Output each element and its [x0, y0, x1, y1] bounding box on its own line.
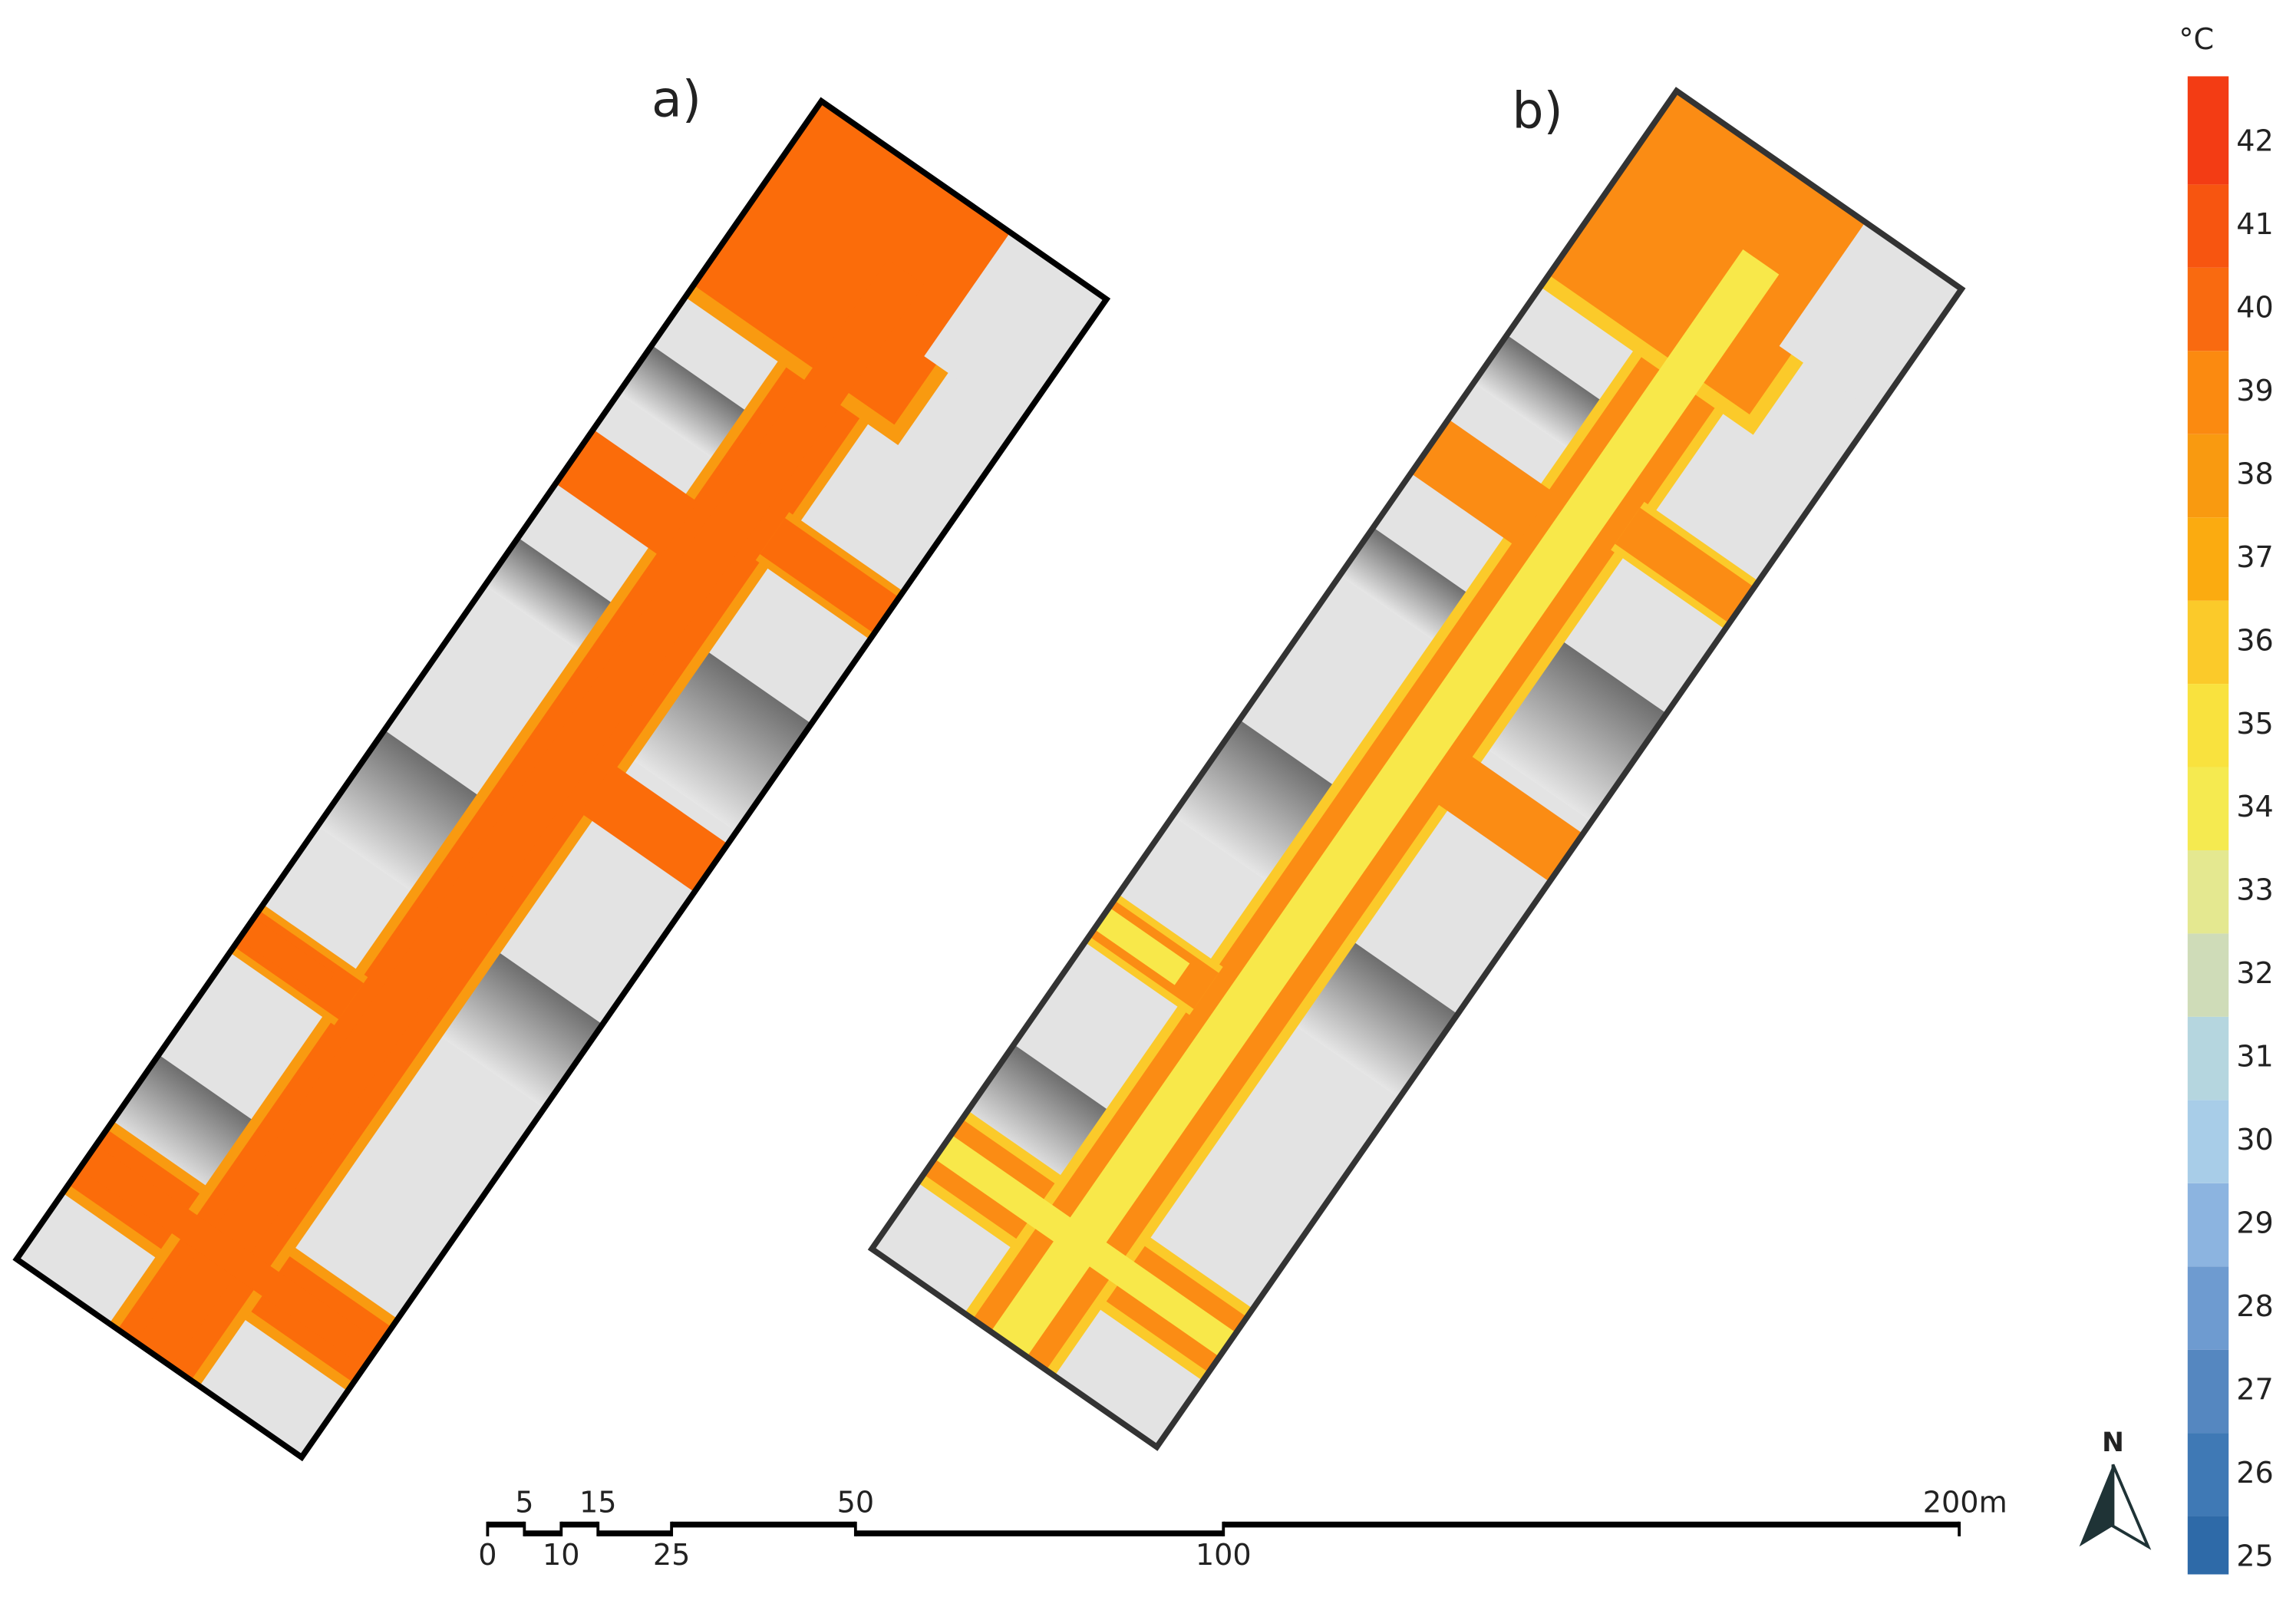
scale-label: 100 [1196, 1538, 1252, 1572]
colorbar-tick-label: 40 [2236, 291, 2274, 325]
colorbar-tick-label: 35 [2236, 707, 2274, 741]
colorbar-band [2187, 76, 2229, 185]
colorbar-tick-label: 28 [2236, 1289, 2274, 1323]
colorbar-tick-label: 26 [2236, 1456, 2274, 1490]
colorbar-band [2187, 1349, 2229, 1434]
colorbar-tick-label: 34 [2236, 790, 2274, 823]
colorbar-tick-label: 33 [2236, 873, 2274, 907]
map-panel [867, 87, 1966, 1451]
colorbar-tick-label: 37 [2236, 540, 2274, 574]
colorbar-band [2187, 1100, 2229, 1183]
colorbar-band [2187, 1183, 2229, 1267]
colorbar-tick-label: 25 [2236, 1539, 2274, 1572]
colorbar-tick-label: 41 [2236, 207, 2274, 241]
colorbar-band [2187, 1516, 2229, 1575]
north-label: N [2102, 1427, 2124, 1458]
scale-label: 50 [837, 1485, 875, 1519]
scale-label: 10 [543, 1538, 580, 1572]
colorbar-tick-label: 32 [2236, 956, 2274, 990]
colorbar-band [2187, 684, 2229, 767]
scale-label: 25 [653, 1538, 691, 1572]
colorbar-band [2187, 184, 2229, 268]
colorbar-tick-label: 30 [2236, 1123, 2274, 1157]
scale-label: 0 [478, 1538, 496, 1572]
colorbar-tick-label: 42 [2236, 124, 2274, 158]
colorbar-band [2187, 850, 2229, 934]
colorbar-band [2187, 267, 2229, 351]
colorbar-band [2187, 517, 2229, 601]
colorbar-band [2187, 351, 2229, 434]
colorbar-band [2187, 767, 2229, 850]
colorbar-band [2187, 933, 2229, 1017]
panel-label: b) [1512, 83, 1562, 140]
colorbar-band [2187, 600, 2229, 685]
scale-label: 15 [579, 1485, 617, 1519]
panel-label: a) [652, 71, 701, 128]
colorbar-band [2187, 1433, 2229, 1516]
map-panel [12, 97, 1111, 1462]
scale-label: 200m [1923, 1485, 2007, 1519]
colorbar-tick-label: 29 [2236, 1206, 2274, 1239]
colorbar-tick-label: 39 [2236, 374, 2274, 408]
colorbar-tick-label: 36 [2236, 623, 2274, 657]
north-arrow: N [2079, 1427, 2152, 1550]
colorbar-tick-label: 31 [2236, 1040, 2274, 1074]
colorbar-unit: °C [2179, 22, 2214, 56]
colorbar-band [2187, 1266, 2229, 1350]
colorbar-band [2187, 434, 2229, 518]
colorbar-band [2187, 1016, 2229, 1101]
colorbar-tick-label: 27 [2236, 1372, 2274, 1406]
scale-label: 5 [515, 1485, 533, 1519]
colorbar-tick-label: 38 [2236, 457, 2274, 490]
